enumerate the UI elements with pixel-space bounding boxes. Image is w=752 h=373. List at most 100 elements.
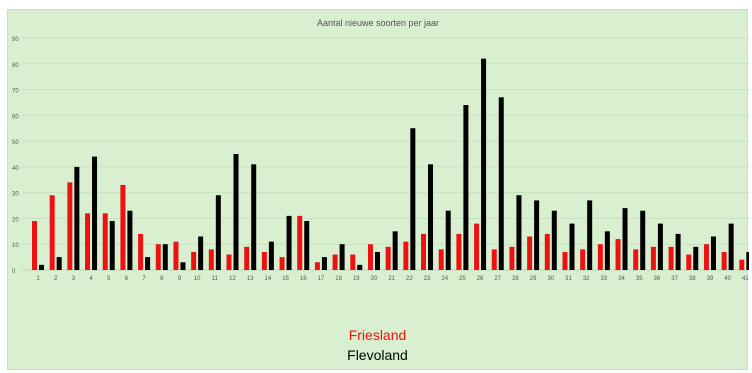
bar-flevoland-6	[127, 210, 133, 270]
x-tick-label: 29	[530, 276, 537, 282]
bar-flevoland-12	[233, 154, 239, 270]
bar-flevoland-13	[251, 164, 257, 270]
bar-friesland-39	[703, 244, 709, 270]
bar-flevoland-23	[428, 164, 434, 270]
y-tick-label: 60	[12, 114, 19, 120]
bar-flevoland-41	[746, 251, 749, 270]
x-tick-label: 14	[265, 276, 272, 282]
x-tick-label: 15	[282, 276, 289, 282]
bar-flevoland-3	[74, 166, 80, 270]
bar-friesland-7	[138, 233, 144, 270]
bar-friesland-2	[49, 195, 55, 270]
bar-flevoland-14	[268, 241, 274, 270]
bar-flevoland-15	[286, 215, 292, 270]
bar-flevoland-39	[710, 236, 716, 270]
bar-friesland-20	[367, 244, 373, 270]
y-tick-label: 10	[12, 243, 19, 249]
y-tick-label: 70	[12, 89, 19, 95]
chart-panel: Aantal nieuwe soorten per jaar 0 10 20 30 40…	[7, 9, 749, 370]
x-tick-label: 28	[512, 276, 519, 282]
bar-flevoland-1	[39, 264, 44, 270]
x-tick-label: 36	[654, 276, 661, 282]
bar-friesland-31	[562, 251, 568, 270]
x-tick-label: 2	[54, 276, 58, 282]
bar-friesland-32	[580, 249, 586, 270]
bar-friesland-37	[668, 246, 674, 270]
x-tick-label: 19	[353, 276, 360, 282]
bar-friesland-28	[509, 246, 515, 270]
bar-friesland-15	[279, 257, 285, 270]
x-tick-label: 9	[178, 276, 182, 282]
bar-flevoland-25	[463, 105, 469, 271]
bar-friesland-10	[191, 251, 197, 270]
bar-friesland-29	[527, 236, 533, 270]
bar-friesland-25	[456, 233, 462, 270]
chart-title: Aantal nieuwe soorten per jaar	[317, 18, 439, 28]
bar-flevoland-2	[56, 257, 62, 270]
bar-flevoland-17	[321, 257, 327, 270]
bar-friesland-1	[32, 221, 37, 270]
bar-flevoland-26	[481, 58, 487, 270]
bar-flevoland-31	[569, 223, 575, 270]
bar-flevoland-34	[622, 208, 628, 270]
bar-friesland-30	[544, 233, 550, 270]
x-tick-label: 17	[318, 276, 325, 282]
bar-friesland-3	[67, 182, 73, 270]
chart-plot: Aantal nieuwe soorten per jaar 0 10 20 30 40…	[12, 18, 749, 282]
bar-friesland-21	[385, 246, 391, 270]
bar-friesland-26	[474, 223, 480, 270]
bar-friesland-13	[244, 246, 250, 270]
y-tick-label: 20	[12, 217, 19, 223]
x-tick-label: 27	[494, 276, 501, 282]
bar-flevoland-8	[162, 244, 168, 270]
bar-friesland-4	[85, 213, 91, 270]
x-tick-label: 16	[300, 276, 307, 282]
bar-friesland-23	[421, 233, 427, 270]
legend-flevoland: Flevoland	[347, 347, 408, 363]
bar-friesland-5	[102, 213, 108, 270]
bar-flevoland-19	[357, 264, 363, 270]
x-tick-label: 30	[547, 276, 554, 282]
bar-friesland-38	[686, 254, 692, 270]
x-tick-label: 1	[36, 276, 40, 282]
y-tick-label: 30	[12, 192, 19, 198]
bar-friesland-22	[403, 241, 409, 270]
x-tick-label: 22	[406, 276, 413, 282]
x-tick-label: 5	[107, 276, 111, 282]
x-tick-label: 13	[247, 276, 254, 282]
x-tick-label: 31	[565, 276, 572, 282]
bar-flevoland-22	[410, 128, 416, 270]
bar-friesland-19	[350, 254, 356, 270]
x-tick-label: 35	[636, 276, 643, 282]
bar-flevoland-33	[604, 231, 610, 270]
x-tick-label: 20	[371, 276, 378, 282]
y-tick-label: 0	[12, 269, 16, 275]
x-tick-label: 25	[459, 276, 466, 282]
bar-friesland-40	[721, 251, 727, 270]
y-tick-label: 50	[12, 140, 19, 146]
bar-flevoland-32	[587, 200, 593, 270]
bar-friesland-34	[615, 239, 621, 270]
bar-flevoland-9	[180, 262, 186, 270]
bar-flevoland-20	[374, 251, 380, 270]
x-tick-label: 26	[477, 276, 484, 282]
bar-flevoland-28	[516, 195, 522, 270]
bar-friesland-9	[173, 241, 179, 270]
bar-friesland-41	[739, 259, 745, 270]
bar-friesland-36	[650, 246, 656, 270]
bar-flevoland-4	[92, 156, 98, 270]
bar-friesland-6	[120, 184, 126, 270]
bar-friesland-33	[597, 244, 603, 270]
x-tick-label: 3	[72, 276, 76, 282]
x-tick-label: 37	[671, 276, 678, 282]
y-tick-label: 40	[12, 166, 19, 172]
x-tick-label: 39	[707, 276, 714, 282]
bar-friesland-11	[208, 249, 214, 270]
bar-flevoland-21	[392, 231, 398, 270]
bar-friesland-14	[261, 251, 267, 270]
bar-friesland-18	[332, 254, 338, 270]
bar-flevoland-10	[198, 236, 204, 270]
bar-flevoland-38	[693, 246, 699, 270]
bar-friesland-12	[226, 254, 232, 270]
bar-flevoland-16	[304, 221, 310, 270]
